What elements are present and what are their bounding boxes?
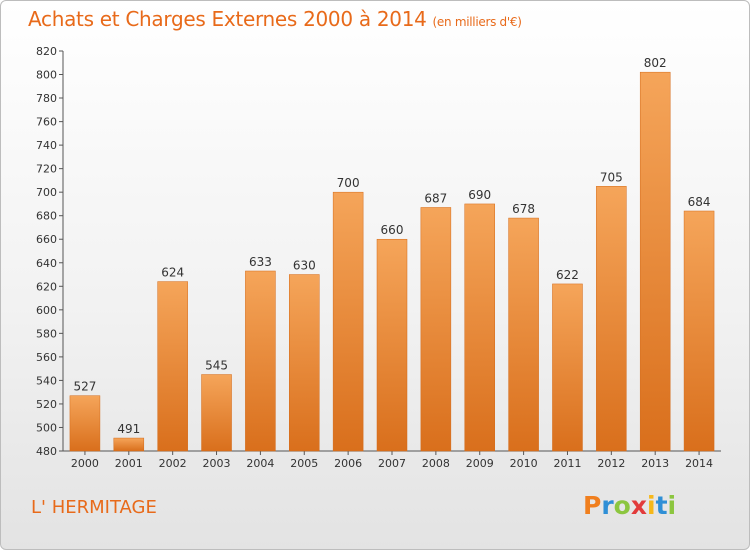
- x-tick-label: 2010: [510, 457, 538, 470]
- x-tick-label: 2003: [203, 457, 231, 470]
- bar-2010: [508, 217, 539, 452]
- data-label-2007: 660: [381, 223, 404, 237]
- proxiti-logo: Proxiti: [583, 491, 676, 520]
- y-tick-label: 720: [36, 163, 57, 176]
- y-tick-label: 660: [36, 233, 57, 246]
- x-tick-label: 2014: [685, 457, 713, 470]
- data-labels: 527 491 624 545 633 630 700 660 687 690 678 622 705 8…: [73, 56, 710, 436]
- logo-letter: i: [647, 491, 656, 520]
- y-tick-label: 480: [36, 445, 57, 458]
- y-tick-label: 700: [36, 186, 57, 199]
- x-tick-label: 2013: [641, 457, 669, 470]
- chart-title: Achats et Charges Externes 2000 à 2014 (e…: [28, 7, 522, 31]
- bar-2008: [420, 207, 452, 452]
- bar-2005: [289, 274, 320, 452]
- x-tick-label: 2005: [290, 457, 318, 470]
- y-tick-label: 520: [36, 398, 57, 411]
- x-tick-label: 2006: [334, 457, 362, 470]
- x-tick-label: 2009: [466, 457, 494, 470]
- data-label-2011: 622: [556, 268, 579, 282]
- bar-2012: [596, 186, 627, 452]
- logo-letter: r: [601, 491, 614, 520]
- bar-2014: [683, 210, 715, 452]
- bar-2003: [201, 374, 232, 452]
- bar-2004: [245, 270, 276, 452]
- data-label-2014: 684: [688, 195, 711, 209]
- x-tick-label: 2001: [115, 457, 143, 470]
- logo-letter: i: [667, 491, 677, 520]
- bar-2000: [69, 395, 101, 452]
- bar-2007: [376, 238, 408, 452]
- logo-letter: t: [655, 491, 668, 520]
- y-tick-label: 800: [36, 69, 57, 82]
- data-label-2013: 802: [644, 56, 667, 70]
- data-label-2002: 624: [161, 266, 184, 280]
- y-tick-label: 500: [36, 421, 57, 434]
- y-tick-label: 780: [36, 92, 57, 105]
- y-tick-label: 540: [36, 374, 57, 387]
- x-tick-label: 2011: [553, 457, 581, 470]
- x-tick-label: 2002: [159, 457, 187, 470]
- logo-letter: P: [583, 491, 602, 520]
- y-tick-label: 680: [36, 210, 57, 223]
- y-axis: 480 500 520 540 560 580 600 620 640 660 680 700 720 7…: [36, 45, 64, 458]
- bar-2006: [332, 191, 364, 452]
- bar-2013: [639, 71, 671, 452]
- data-label-2001: 491: [117, 422, 140, 436]
- logo-letter: x: [630, 491, 647, 520]
- y-tick-label: 820: [36, 45, 57, 58]
- chart-subtitle: (en milliers d'€): [432, 15, 522, 29]
- data-label-2004: 633: [249, 255, 272, 269]
- bar-2001: [113, 437, 145, 452]
- data-label-2005: 630: [293, 259, 316, 273]
- data-label-2006: 700: [337, 176, 360, 190]
- y-tick-label: 640: [36, 257, 57, 270]
- x-tick-label: 2008: [422, 457, 450, 470]
- logo-letter: o: [613, 491, 631, 520]
- y-tick-label: 760: [36, 116, 57, 129]
- location-label: L' HERMITAGE: [31, 497, 157, 518]
- data-label-2000: 527: [73, 380, 96, 394]
- bar-2009: [464, 203, 495, 452]
- y-tick-label: 740: [36, 139, 57, 152]
- y-tick-label: 620: [36, 280, 57, 293]
- x-tick-label: 2012: [597, 457, 625, 470]
- y-tick-label: 580: [36, 327, 57, 340]
- bar-2011: [552, 283, 583, 452]
- y-tick-label: 560: [36, 351, 57, 364]
- data-label-2010: 678: [512, 202, 535, 216]
- x-tick-label: 2007: [378, 457, 406, 470]
- x-axis: 2000 2001 2002 2003 2004 2005 2006 2007 2008 2009…: [63, 450, 721, 470]
- y-tick-label: 600: [36, 304, 57, 317]
- data-label-2012: 705: [600, 170, 623, 184]
- x-tick-label: 2000: [71, 457, 99, 470]
- bar-2002: [157, 281, 188, 452]
- chart-title-text: Achats et Charges Externes 2000 à 2014: [28, 7, 427, 31]
- data-label-2009: 690: [468, 188, 491, 202]
- data-label-2008: 687: [424, 191, 447, 205]
- x-tick-label: 2004: [246, 457, 274, 470]
- data-label-2003: 545: [205, 359, 228, 373]
- bars: [69, 71, 715, 452]
